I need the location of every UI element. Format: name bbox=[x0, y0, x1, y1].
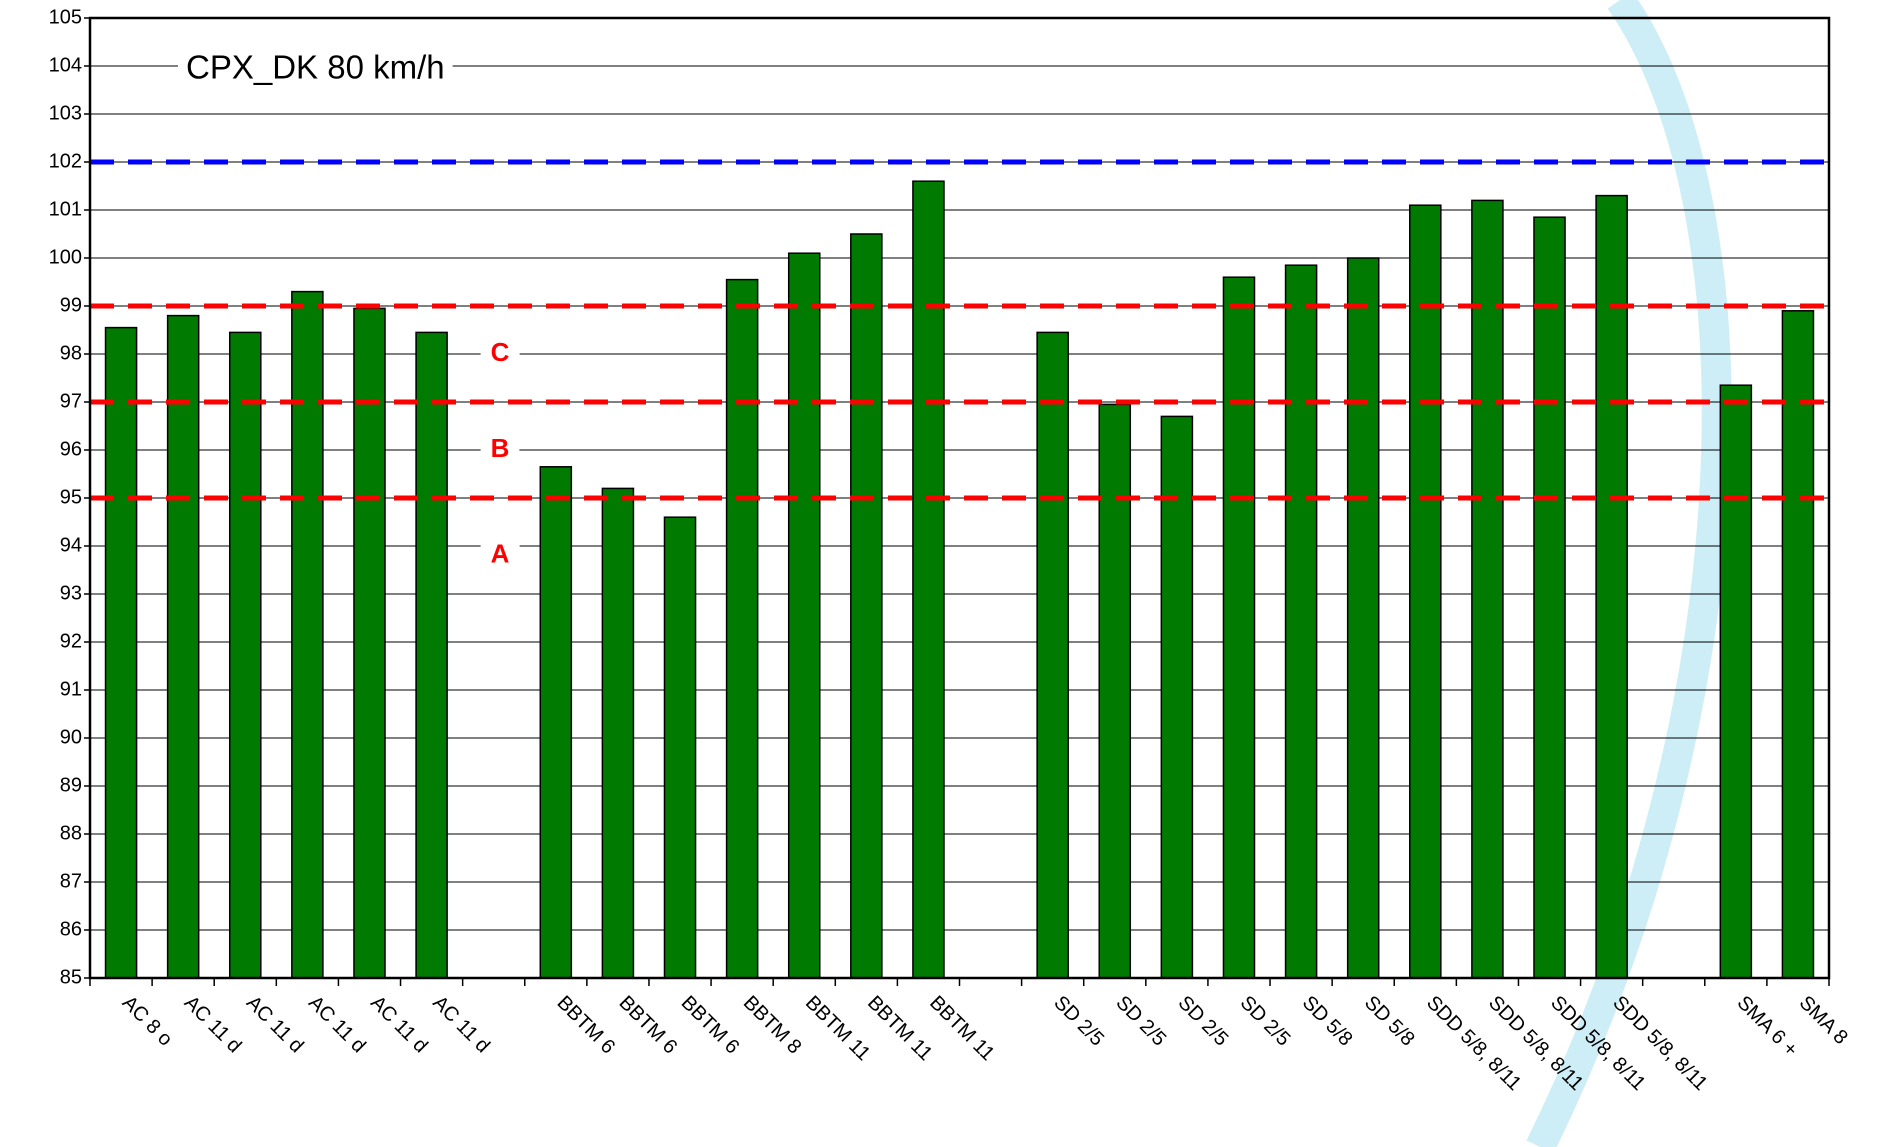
bar bbox=[230, 332, 261, 978]
y-tick-label: 96 bbox=[60, 438, 82, 460]
bar bbox=[789, 253, 820, 978]
x-tick-label: AC 8 o bbox=[118, 992, 177, 1051]
bar bbox=[1472, 200, 1503, 978]
y-tick-label: 85 bbox=[60, 966, 82, 988]
zone-label: B bbox=[491, 433, 510, 463]
y-tick-label: 94 bbox=[60, 534, 82, 556]
bar bbox=[168, 316, 199, 978]
y-tick-label: 98 bbox=[60, 342, 82, 364]
bar bbox=[354, 308, 385, 978]
y-tick-label: 97 bbox=[60, 390, 82, 412]
bar bbox=[540, 467, 571, 978]
bar bbox=[106, 328, 137, 978]
x-tick-label: BBTM 11 bbox=[801, 992, 874, 1065]
zone-label: A bbox=[491, 538, 510, 568]
y-tick-label: 101 bbox=[49, 198, 82, 220]
x-tick-label: SD 2/5 bbox=[1049, 992, 1108, 1051]
x-tick-label: SD 5/8 bbox=[1360, 992, 1419, 1051]
y-tick-label: 102 bbox=[49, 150, 82, 172]
x-tick-label: SD 2/5 bbox=[1111, 992, 1170, 1051]
y-tick-label: 89 bbox=[60, 774, 82, 796]
y-tick-label: 95 bbox=[60, 486, 82, 508]
bar bbox=[602, 488, 633, 978]
y-tick-label: 100 bbox=[49, 246, 82, 268]
bar bbox=[292, 292, 323, 978]
annotation: CPX_DK 80 km/h bbox=[186, 49, 445, 86]
x-tick-label: SMA 8 bbox=[1795, 992, 1852, 1049]
y-tick-label: 99 bbox=[60, 294, 82, 316]
y-tick-label: 104 bbox=[49, 54, 82, 76]
x-tick-label: AC 11 d bbox=[304, 992, 370, 1058]
bar bbox=[1720, 385, 1751, 978]
x-tick-label: BBTM 11 bbox=[863, 992, 936, 1065]
bar bbox=[1596, 196, 1627, 978]
x-tick-label: AC 11 d bbox=[428, 992, 494, 1058]
x-tick-label: AC 11 d bbox=[366, 992, 432, 1058]
x-tick-label: SD 5/8 bbox=[1298, 992, 1357, 1051]
watermark bbox=[1540, 0, 1717, 1147]
y-tick-label: 88 bbox=[60, 822, 82, 844]
bar bbox=[1410, 205, 1441, 978]
bar bbox=[1348, 258, 1379, 978]
bar bbox=[1286, 265, 1317, 978]
page: 85 86 87 88 89 90 91 92 93 94 95 96 97 98 99 100 101 102 1… bbox=[0, 0, 1883, 1147]
x-tick-label: SD 2/5 bbox=[1236, 992, 1295, 1051]
bar bbox=[851, 234, 882, 978]
bar bbox=[1099, 404, 1130, 978]
bar bbox=[1037, 332, 1068, 978]
zone-label: C bbox=[491, 337, 510, 367]
bar bbox=[664, 517, 695, 978]
bar bbox=[727, 280, 758, 978]
bar bbox=[913, 181, 944, 978]
bar bbox=[1223, 277, 1254, 978]
x-tick-label: AC 11 d bbox=[180, 992, 246, 1058]
x-tick-label: BBTM 6 bbox=[677, 992, 744, 1059]
y-tick-label: 87 bbox=[60, 870, 82, 892]
bar bbox=[1782, 311, 1813, 978]
chart: 85 86 87 88 89 90 91 92 93 94 95 96 97 98 99 100 101 102 1… bbox=[0, 0, 1883, 1147]
bar bbox=[416, 332, 447, 978]
bar bbox=[1161, 416, 1192, 978]
y-tick-label: 103 bbox=[49, 102, 82, 124]
y-tick-label: 91 bbox=[60, 678, 82, 700]
x-tick-label: BBTM 6 bbox=[615, 992, 682, 1059]
x-tick-label: SMA 6 + bbox=[1733, 992, 1802, 1061]
bar bbox=[1534, 217, 1565, 978]
x-tick-label: BBTM 6 bbox=[553, 992, 620, 1059]
y-tick-label: 105 bbox=[49, 6, 82, 28]
x-tick-label: SD 2/5 bbox=[1174, 992, 1233, 1051]
y-tick-label: 93 bbox=[60, 582, 82, 604]
x-tick-label: BBTM 11 bbox=[925, 992, 998, 1065]
y-tick-label: 90 bbox=[60, 726, 82, 748]
x-tick-label: AC 11 d bbox=[242, 992, 308, 1058]
x-tick-label: BBTM 8 bbox=[739, 992, 806, 1059]
y-tick-label: 86 bbox=[60, 918, 82, 940]
y-tick-label: 92 bbox=[60, 630, 82, 652]
